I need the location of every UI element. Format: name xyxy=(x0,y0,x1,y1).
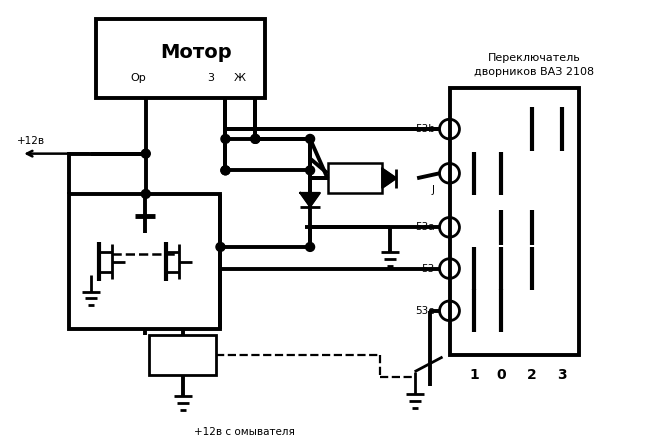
Bar xyxy=(96,19,265,98)
Text: 1: 1 xyxy=(469,367,479,381)
Text: 53a: 53a xyxy=(415,223,434,232)
Circle shape xyxy=(306,194,314,202)
Circle shape xyxy=(221,166,230,175)
Bar xyxy=(449,88,579,355)
Circle shape xyxy=(306,134,314,143)
Circle shape xyxy=(221,166,230,175)
Circle shape xyxy=(216,243,225,251)
Circle shape xyxy=(221,134,230,143)
Text: 3: 3 xyxy=(557,367,567,381)
Text: +12в с омывателя: +12в с омывателя xyxy=(193,427,295,437)
Bar xyxy=(69,194,220,329)
Text: +12в: +12в xyxy=(17,136,46,146)
Circle shape xyxy=(306,166,314,175)
Text: Ж: Ж xyxy=(234,73,246,83)
Circle shape xyxy=(251,134,260,143)
Text: 2: 2 xyxy=(527,367,537,381)
Circle shape xyxy=(251,134,260,143)
Text: Переключатель: Переключатель xyxy=(488,53,581,64)
Text: J: J xyxy=(432,185,434,195)
Polygon shape xyxy=(301,193,320,207)
Text: 53b: 53b xyxy=(414,124,434,134)
Text: дворников ВАЗ 2108: дворников ВАЗ 2108 xyxy=(474,67,594,77)
Text: Ор: Ор xyxy=(130,73,146,83)
Bar xyxy=(328,163,382,193)
Text: 53e: 53e xyxy=(415,306,434,316)
Bar xyxy=(149,336,216,374)
Text: 3: 3 xyxy=(208,73,214,83)
Polygon shape xyxy=(382,169,397,188)
Text: 53: 53 xyxy=(421,264,434,274)
Circle shape xyxy=(141,149,150,158)
Text: 0: 0 xyxy=(496,367,506,381)
Circle shape xyxy=(306,243,314,251)
Circle shape xyxy=(141,190,150,198)
Text: Мотор: Мотор xyxy=(160,42,232,62)
